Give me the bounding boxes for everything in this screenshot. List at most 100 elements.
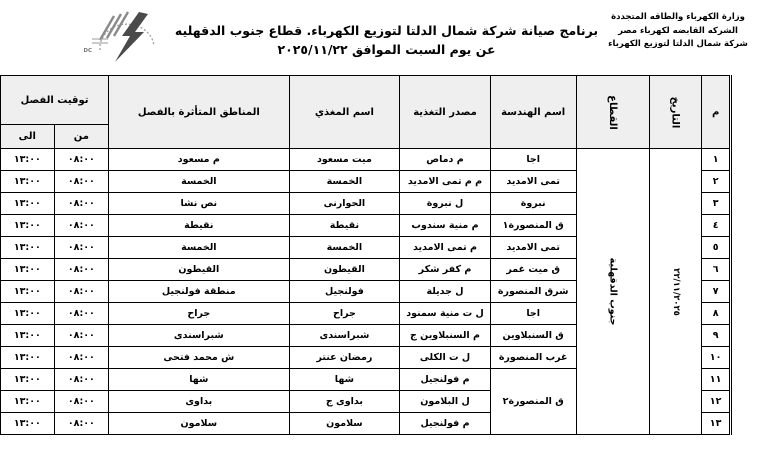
cell-time-from: ٠٨:٠٠: [53, 280, 110, 303]
sector-value: جنوب الدقهلية: [607, 257, 619, 326]
cell-feed-source: م فولنجيل: [399, 368, 491, 391]
header-outage-timing: توقيت الفصل: [0, 75, 110, 125]
cell-time-from: ٠٨:٠٠: [53, 368, 110, 391]
document-title-line2: عن يوم السبت الموافق ٢٠٢٥/١١/٢٢: [277, 42, 496, 58]
letterhead-line-ministry: وزارة الكهرباء والطاقه المتجددة: [611, 12, 745, 22]
cell-feeder: ميت مسعود: [288, 148, 401, 171]
cell-feeder: الخمسة: [288, 236, 401, 259]
cell-time-from: ٠٨:٠٠: [53, 302, 110, 325]
cell-feed-source: م دماص: [399, 148, 491, 171]
table-row: ١٠ غرب المنصورة ل ت الكلى رمضان عنتر ش م…: [0, 346, 731, 369]
header-time-to: الى: [0, 124, 55, 149]
cell-feed-source: ل ت الكلى: [399, 346, 491, 369]
cell-serial: ٩: [701, 324, 731, 347]
cell-time-to: ١٣:٠٠: [0, 258, 55, 281]
letterhead-line-company: شركة شمال الدلتا لتوزيع الكهرباء: [608, 39, 748, 50]
cell-feed-source: ل ت منية سمنود: [399, 302, 491, 325]
cell-affected-areas: الخمسة: [108, 170, 290, 193]
cell-engineering: نبروة: [489, 192, 577, 215]
cell-engineering: ق السنبلاوين: [489, 324, 577, 347]
cell-feeder: القيطون: [288, 258, 401, 281]
cell-time-to: ١٣:٠٠: [0, 346, 55, 369]
cell-feeder: بداوى ج: [288, 390, 401, 413]
cell-time-to: ١٣:٠٠: [0, 170, 55, 193]
cell-time-from: ٠٨:٠٠: [53, 148, 110, 171]
cell-affected-areas: نص نشا: [108, 192, 290, 215]
cell-feeder: شها: [288, 368, 401, 391]
table-row: ١١ ق المنصورة٢ م فولنجيل شها شها ٠٨:٠٠ ١…: [0, 368, 731, 435]
cell-date: ٢٢/١١/٢٠٢٥: [648, 148, 703, 435]
header-feeder: اسم المغذي: [288, 75, 401, 149]
table-row: ١٢ ل البلامون بداوى ج بداوى ٠٨:٠٠ ١٣:٠٠: [0, 390, 731, 413]
cell-affected-areas: الخمسة: [108, 236, 290, 259]
table-row: ١٣ م فولنجيل سلامون سلامون ٠٨:٠٠ ١٣:٠٠: [0, 412, 731, 435]
cell-affected-areas: شها: [108, 368, 290, 391]
cell-time-to: ١٣:٠٠: [0, 368, 55, 391]
cell-feeder: الخمسة: [288, 170, 401, 193]
document-title-line1: برنامج صيانة شركة شمال الدلتا لتوزيع الك…: [174, 23, 599, 38]
cell-time-to: ١٣:٠٠: [0, 214, 55, 237]
cell-time-to: ١٣:٠٠: [0, 390, 55, 413]
cell-time-from: ٠٨:٠٠: [53, 390, 110, 413]
header-affected-areas: المناطق المتأثرة بالفصل: [108, 75, 290, 149]
document-title: برنامج صيانة شركة شمال الدلتا لتوزيع الك…: [167, 21, 607, 60]
header-serial: م: [701, 75, 731, 149]
cell-time-to: ١٣:٠٠: [0, 412, 55, 435]
cell-time-to: ١٣:٠٠: [0, 148, 55, 171]
cell-engineering: شرق المنصورة: [489, 280, 577, 303]
cell-engineering: ق ميت غمر: [489, 258, 577, 281]
cell-feeder: شبراسندى: [288, 324, 401, 347]
cell-time-to: ١٣:٠٠: [0, 192, 55, 215]
cell-serial: ٢: [701, 170, 731, 193]
ministry-letterhead: وزارة الكهرباء والطاقه المتجددة الشركه ا…: [589, 11, 767, 52]
header-feed-source: مصدر التغذية: [399, 75, 491, 149]
cell-time-from: ٠٨:٠٠: [53, 170, 110, 193]
logo-caption-text: NDEDC: [84, 48, 92, 54]
cell-feeder: نقيطة: [288, 214, 401, 237]
header-sector: القطاع: [575, 75, 650, 149]
cell-affected-areas: شبراسندى: [108, 324, 290, 347]
cell-feeder: سلامون: [288, 412, 401, 435]
cell-time-to: ١٣:٠٠: [0, 324, 55, 347]
cell-time-from: ٠٨:٠٠: [53, 412, 110, 435]
cell-time-from: ٠٨:٠٠: [53, 346, 110, 369]
cell-feed-source: م م تمى الامديد: [399, 170, 491, 193]
cell-serial: ١٢: [701, 390, 731, 413]
cell-feed-source: ل نبروة: [399, 192, 491, 215]
cell-feed-source: م منية سندوب: [399, 214, 491, 237]
header-time-from: من: [53, 124, 110, 149]
cell-engineering-merged: ق المنصورة٢: [489, 368, 577, 435]
cell-time-from: ٠٨:٠٠: [53, 192, 110, 215]
cell-feed-source: م السنبلاوين ج: [399, 324, 491, 347]
cell-serial: ٦: [701, 258, 731, 281]
cell-time-from: ٠٨:٠٠: [53, 236, 110, 259]
cell-time-to: ١٣:٠٠: [0, 280, 55, 303]
cell-time-from: ٠٨:٠٠: [53, 258, 110, 281]
date-value: ٢٢/١١/٢٠٢٥: [670, 268, 681, 316]
cell-feed-source: م فولنجيل: [399, 412, 491, 435]
header-date: التاريخ: [648, 75, 703, 149]
cell-affected-areas: نقيطة: [108, 214, 290, 237]
cell-serial: ١٠: [701, 346, 731, 369]
cell-affected-areas: م مسعود: [108, 148, 290, 171]
cell-time-to: ١٣:٠٠: [0, 302, 55, 325]
cell-feeder: الحوارنى: [288, 192, 401, 215]
header-date-label: التاريخ: [669, 96, 681, 128]
cell-engineering: اجا: [489, 302, 577, 325]
cell-feed-source: ل جديلة: [399, 280, 491, 303]
cell-affected-areas: سلامون: [108, 412, 290, 435]
cell-serial: ٥: [701, 236, 731, 259]
cell-time-from: ٠٨:٠٠: [53, 324, 110, 347]
cell-engineering: تمى الامديد: [489, 236, 577, 259]
cell-engineering: تمى الامديد: [489, 170, 577, 193]
cell-serial: ٣: [701, 192, 731, 215]
cell-affected-areas: جراح: [108, 302, 290, 325]
cell-sector: جنوب الدقهلية: [575, 148, 650, 435]
cell-engineering: غرب المنصورة: [489, 346, 577, 369]
table-row: ١ ٢٢/١١/٢٠٢٥ جنوب الدقهلية اجا م دماص مي…: [0, 148, 731, 435]
cell-feeder: فولنجيل: [288, 280, 401, 303]
cell-time-from: ٠٨:٠٠: [53, 214, 110, 237]
cell-affected-areas: منطقة فولنجيل: [108, 280, 290, 303]
maintenance-schedule-table: م التاريخ القطاع اسم الهندسة مصدر التغذي…: [0, 75, 732, 435]
cell-feeder: جراح: [288, 302, 401, 325]
